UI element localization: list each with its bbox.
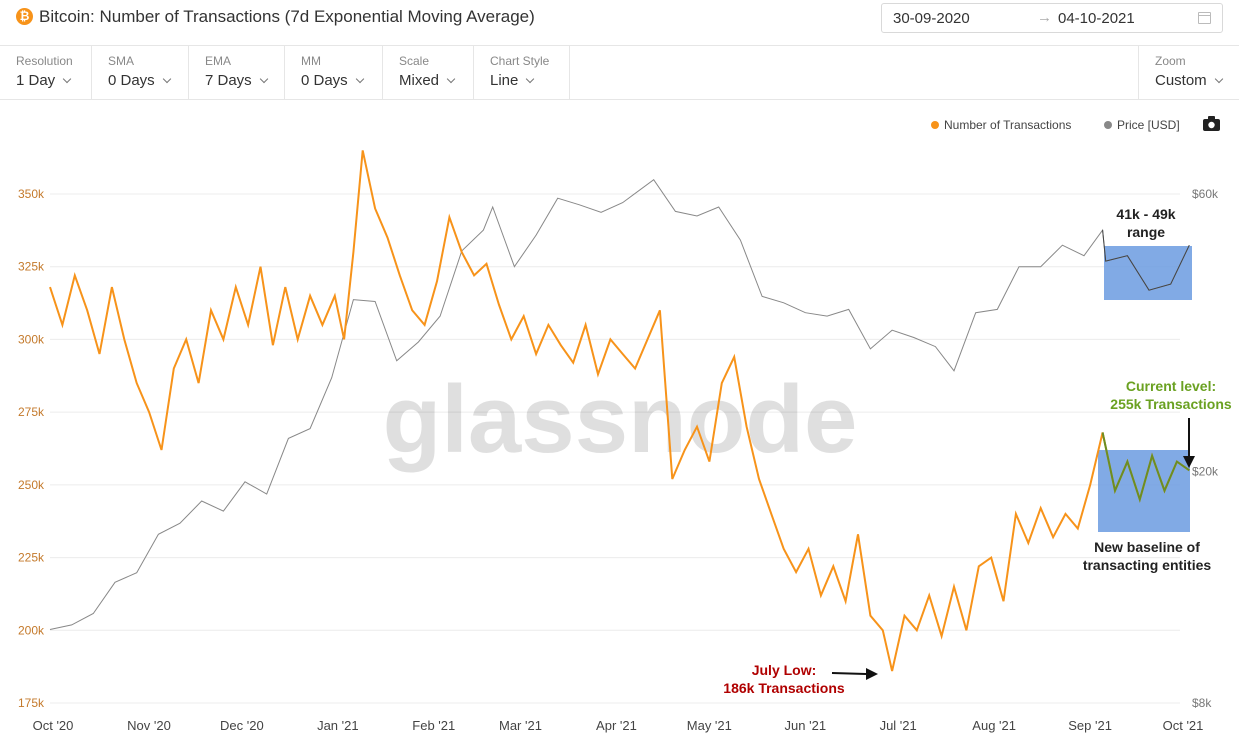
legend-tx-marker	[931, 121, 939, 129]
sma-dropdown[interactable]: SMA 0 Days	[92, 46, 189, 100]
resolution-dropdown[interactable]: Resolution 1 Day	[0, 46, 92, 100]
chevron-down-icon	[62, 74, 72, 84]
chevron-down-icon	[355, 74, 364, 84]
chevron-down-icon	[446, 74, 456, 84]
current-level-line1: Current level:	[1126, 378, 1216, 394]
sma-value[interactable]: 0 Days	[108, 72, 188, 89]
legend-price-label[interactable]: Price [USD]	[1117, 118, 1180, 132]
left-tick-label: 225k	[18, 551, 45, 565]
left-tick-label: 200k	[18, 623, 45, 637]
ema-dropdown[interactable]: EMA 7 Days	[189, 46, 285, 100]
x-tick-label: Apr '21	[596, 718, 637, 733]
left-tick-label: 300k	[18, 332, 45, 346]
zoom-dropdown[interactable]: Zoom Custom	[1138, 46, 1239, 100]
highlight-lines	[1101, 230, 1190, 503]
date-start-input[interactable]: 30-09-2020	[893, 10, 970, 27]
date-arrow-icon: →	[1037, 9, 1052, 26]
calendar-icon[interactable]	[1198, 12, 1211, 24]
left-tick-label: 325k	[18, 260, 45, 274]
right-axis: $60k $20k $8k	[1192, 187, 1219, 710]
chart-style-dropdown[interactable]: Chart Style Line	[474, 46, 570, 100]
resolution-value[interactable]: 1 Day	[16, 72, 91, 89]
baseline-range-box	[1098, 450, 1190, 532]
left-tick-label: 175k	[18, 696, 45, 710]
current-level-line2: 255k Transactions	[1110, 396, 1232, 412]
x-tick-label: Sep '21	[1068, 718, 1112, 733]
chart-style-label: Chart Style	[490, 54, 550, 68]
camera-icon[interactable]	[1203, 116, 1220, 131]
scale-label: Scale	[399, 54, 430, 68]
x-axis: Oct '20 Nov '20 Dec '20 Jan '21 Feb '21 Mar '…	[33, 718, 1204, 733]
date-range-picker[interactable]: 30-09-2020 → 04-10-2021	[881, 3, 1223, 33]
resolution-label: Resolution	[16, 54, 73, 68]
chart-toolbar: Resolution 1 Day SMA 0 Days EMA 7 Days M…	[0, 46, 1239, 100]
transactions-chart: glassnode 350k 325k 300k 275k 250k 225k 200k 17…	[18, 116, 1232, 733]
x-tick-label: May '21	[687, 718, 732, 733]
x-tick-label: Mar '21	[499, 718, 542, 733]
date-end-input[interactable]: 04-10-2021	[1058, 10, 1135, 27]
mm-value[interactable]: 0 Days	[301, 72, 382, 89]
grid-lines	[50, 193, 1180, 704]
right-tick-label: $60k	[1192, 187, 1219, 201]
watermark: glassnode	[383, 366, 858, 473]
x-tick-label: Jun '21	[785, 718, 827, 733]
range-annotation-line1: 41k - 49k	[1116, 206, 1175, 222]
left-tick-label: 350k	[18, 187, 45, 201]
chevron-down-icon	[1214, 74, 1223, 84]
x-tick-label: Feb '21	[412, 718, 455, 733]
baseline-highlight-line	[1101, 432, 1190, 503]
july-low-arrow-icon	[831, 668, 878, 680]
current-level-arrow-icon	[1183, 418, 1195, 468]
price-range-highlight-line	[1102, 230, 1190, 291]
zoom-label: Zoom	[1155, 54, 1186, 68]
sma-label: SMA	[108, 54, 135, 68]
chevron-down-icon	[162, 74, 171, 84]
ema-value[interactable]: 7 Days	[205, 72, 284, 89]
x-tick-label: Aug '21	[972, 718, 1016, 733]
x-tick-label: Jul '21	[880, 718, 917, 733]
chevron-down-icon	[526, 74, 535, 84]
chart-header: ₿ Bitcoin: Number of Transactions (7d Ex…	[0, 0, 1239, 46]
legend-tx-label[interactable]: Number of Transactions	[944, 118, 1071, 132]
chevron-down-icon	[259, 74, 268, 84]
july-low-line1: July Low:	[752, 662, 817, 678]
price-range-box	[1104, 246, 1192, 300]
chart-title: Bitcoin: Number of Transactions (7d Expo…	[39, 7, 535, 26]
bitcoin-logo-icon: ₿	[16, 8, 33, 25]
left-axis: 350k 325k 300k 275k 250k 225k 200k 175k	[18, 187, 45, 710]
transactions-series-line	[49, 150, 1190, 672]
mm-dropdown[interactable]: MM 0 Days	[285, 46, 383, 100]
scale-value[interactable]: Mixed	[399, 72, 473, 89]
left-tick-label: 250k	[18, 478, 45, 492]
x-tick-label: Jan '21	[317, 718, 359, 733]
baseline-annotation-line2: transacting entities	[1083, 557, 1212, 573]
chart-style-value[interactable]: Line	[490, 72, 569, 89]
x-tick-label: Nov '20	[127, 718, 171, 733]
price-series-line	[49, 178, 1190, 630]
x-tick-label: Oct '20	[33, 718, 74, 733]
legend-price-marker	[1104, 121, 1112, 129]
range-annotation-line2: range	[1127, 224, 1165, 240]
legend: Number of Transactions Price [USD]	[931, 116, 1220, 132]
baseline-annotation-line1: New baseline of	[1094, 539, 1200, 555]
scale-dropdown[interactable]: Scale Mixed	[383, 46, 474, 100]
left-tick-label: 275k	[18, 405, 45, 419]
x-tick-label: Oct '21	[1163, 718, 1204, 733]
ema-label: EMA	[205, 54, 232, 68]
mm-label: MM	[301, 54, 321, 68]
zoom-value[interactable]: Custom	[1155, 72, 1239, 89]
right-tick-label: $20k	[1192, 465, 1219, 479]
right-tick-label: $8k	[1192, 696, 1212, 710]
july-low-line2: 186k Transactions	[723, 680, 845, 696]
x-tick-label: Dec '20	[220, 718, 264, 733]
